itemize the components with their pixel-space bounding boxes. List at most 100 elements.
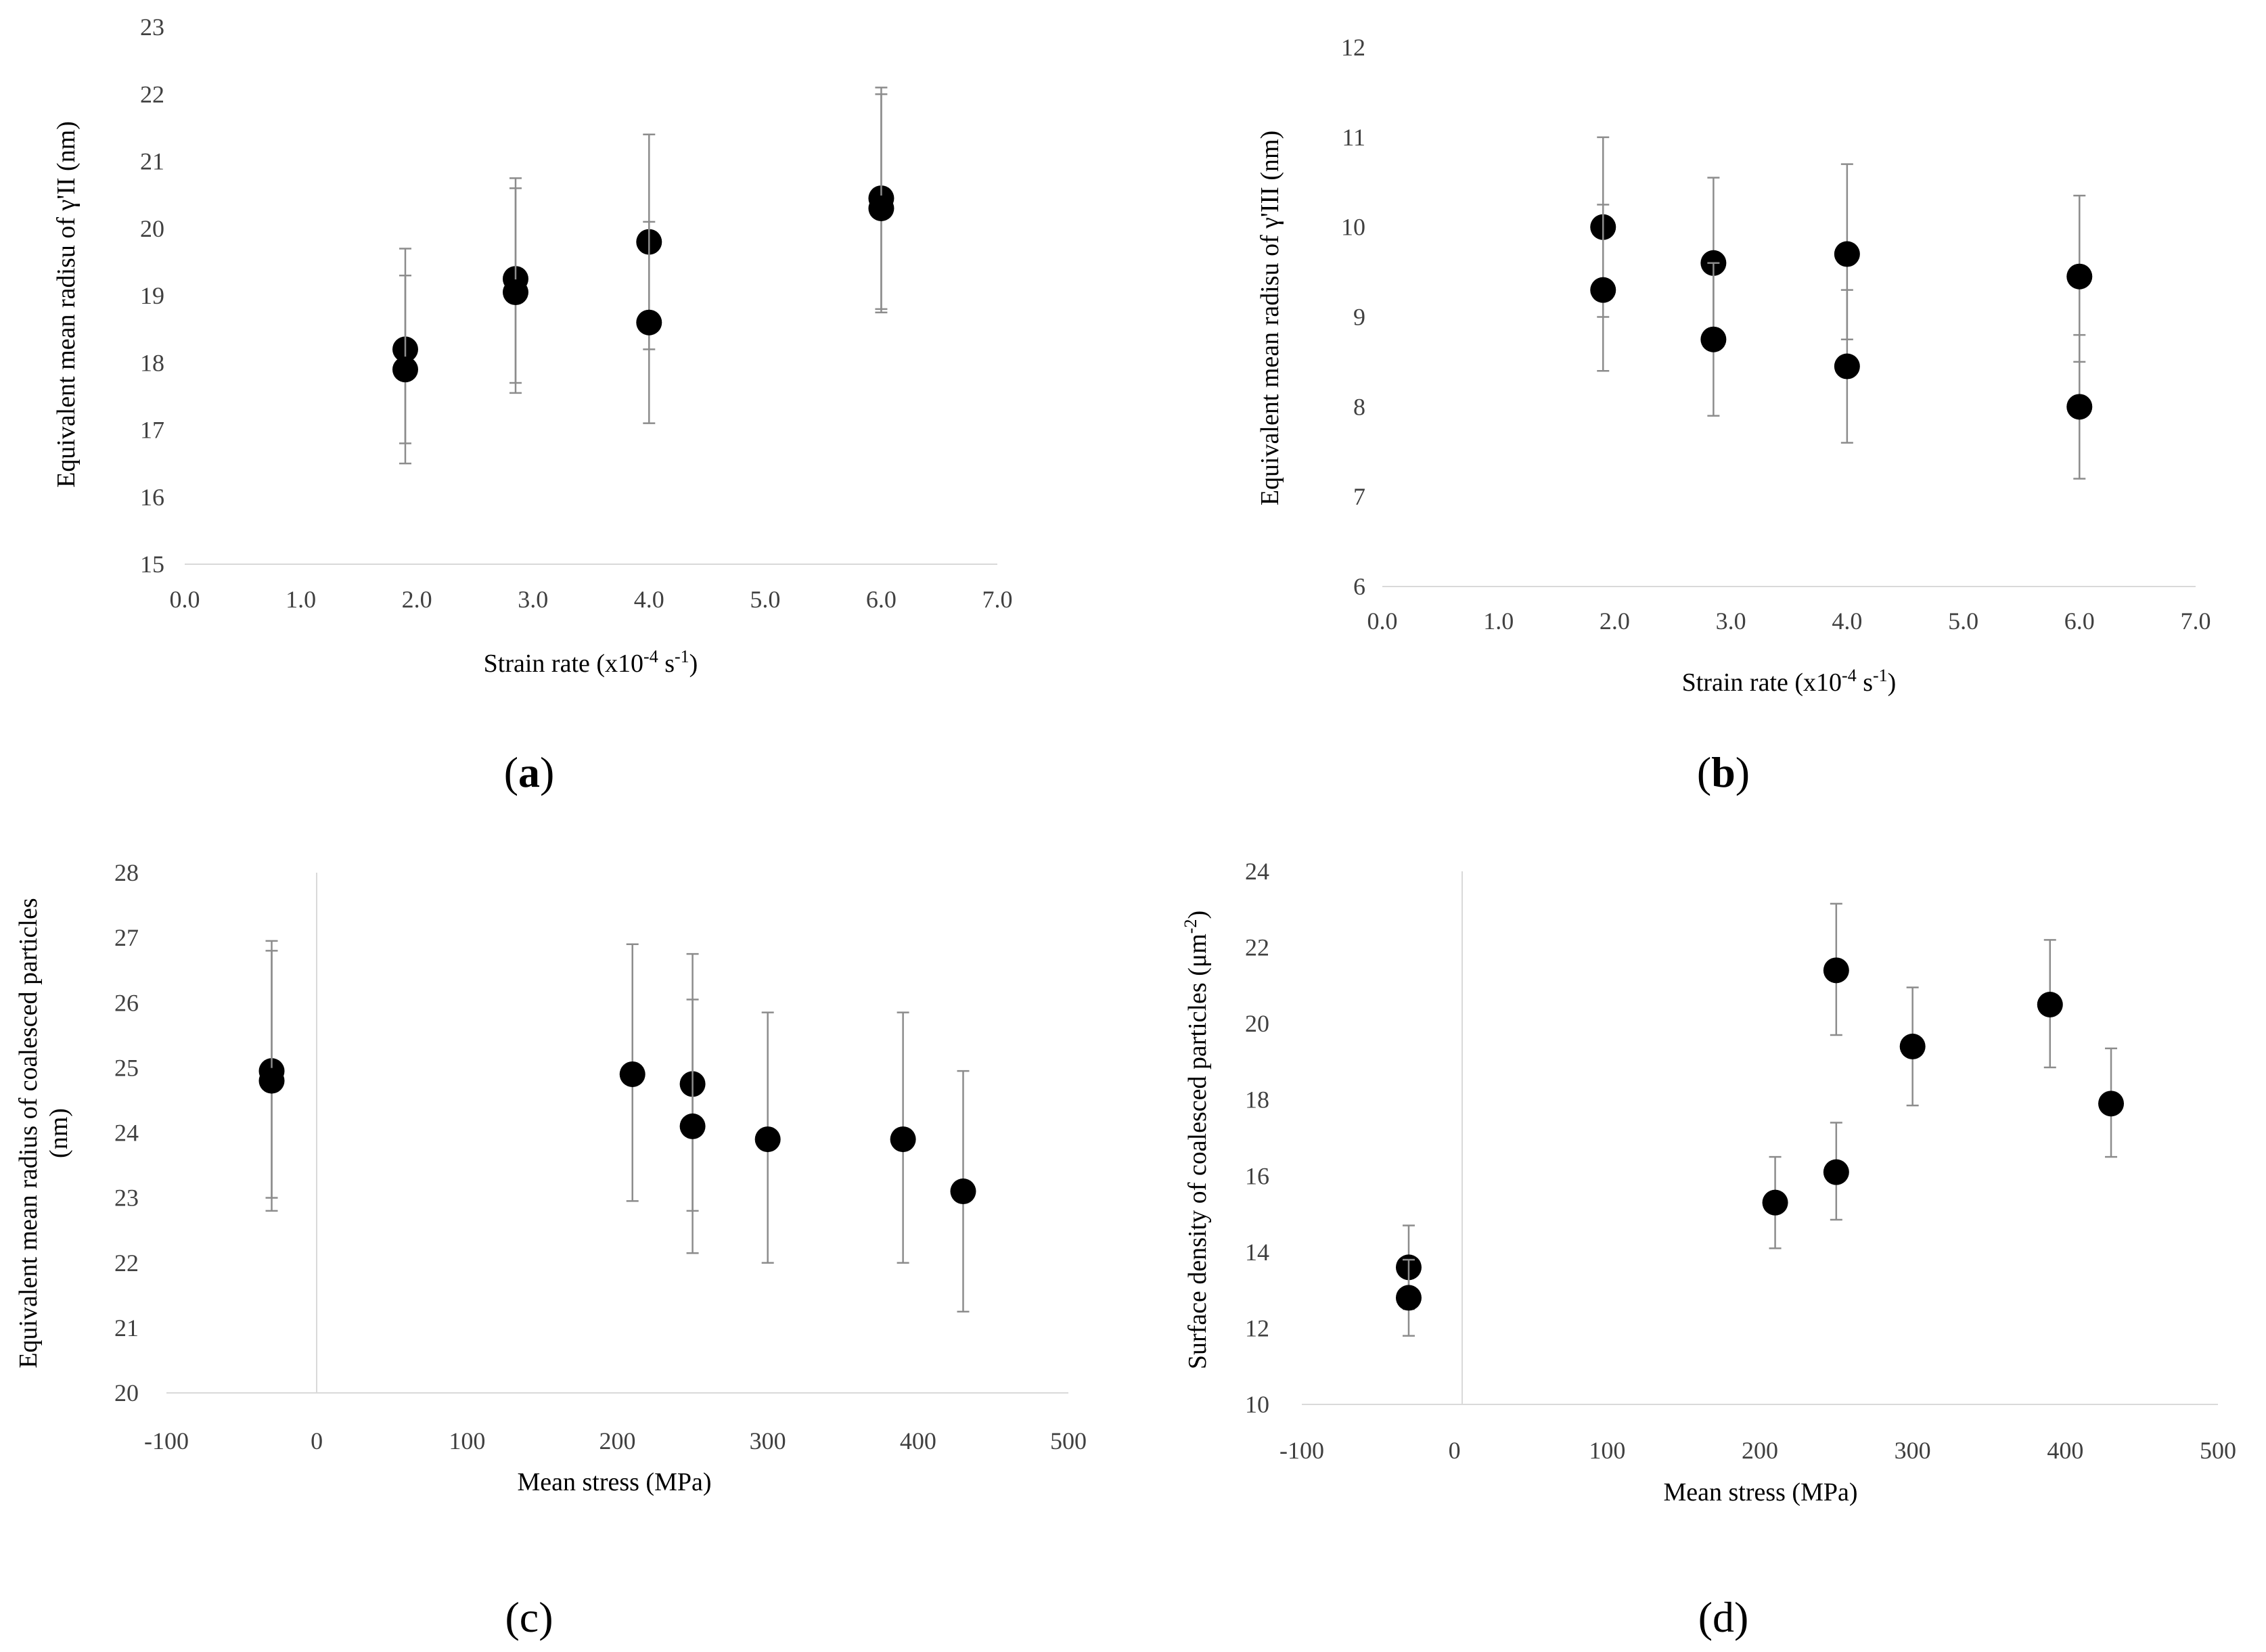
y-tick-labels: 15 16 17 18 19 20 21 22 23: [140, 14, 164, 578]
x-tick-label: 5.0: [750, 586, 780, 613]
x-tick-label: 400: [900, 1427, 936, 1454]
y-tick-label: 24: [1245, 858, 1269, 885]
y-tick-label: 9: [1353, 304, 1365, 331]
data-point: [868, 195, 894, 221]
x-tick-label: 1.0: [1483, 607, 1514, 635]
data-point: [1899, 1033, 1926, 1059]
data-point: [1762, 1189, 1788, 1216]
x-tick-label: 3.0: [1716, 607, 1746, 635]
y-tick-label: 24: [114, 1120, 139, 1147]
y-tick-label: 26: [114, 989, 139, 1016]
x-tick-label: 5.0: [1948, 607, 1978, 635]
y-tick-label: 22: [114, 1249, 139, 1277]
y-tick-label: 20: [1245, 1010, 1269, 1037]
y-tick-label: 12: [1341, 34, 1365, 61]
data-point: [1823, 957, 1849, 984]
y-tick-label: 19: [140, 282, 164, 309]
y-tick-label: 22: [1245, 934, 1269, 961]
x-tick-label: 300: [1895, 1437, 1931, 1464]
y-tick-label: 17: [140, 417, 164, 444]
y-axis-label-line-2: (nm): [45, 1108, 73, 1158]
x-tick-label: 500: [1050, 1427, 1087, 1454]
x-tick-label: 6.0: [866, 586, 897, 613]
chart-b: 0.0 1.0 2.0 3.0 4.0 5.0 6.0 7.0 6 7 8 9 10 11 12 Stra…: [1256, 34, 2211, 796]
y-tick-labels: 6 7 8 9 10 11 12: [1341, 34, 1365, 600]
x-tick-label: 400: [2047, 1437, 2083, 1464]
x-tick-label: 6.0: [2064, 607, 2095, 635]
panel-label-d: (d): [1698, 1593, 1749, 1641]
x-tick-label: 0.0: [170, 586, 200, 613]
y-tick-label: 7: [1353, 483, 1365, 510]
data-point: [392, 357, 418, 383]
data-point: [1834, 353, 1860, 380]
data-points: [392, 87, 894, 465]
y-tick-label: 23: [114, 1185, 139, 1212]
x-tick-label: -100: [144, 1427, 189, 1454]
x-tick-label: 4.0: [1832, 607, 1862, 635]
data-point: [502, 279, 528, 306]
data-point: [679, 1113, 706, 1139]
data-point: [890, 1126, 916, 1153]
y-tick-label: 21: [114, 1314, 139, 1341]
x-tick-label: 200: [1742, 1437, 1778, 1464]
data-point: [950, 1178, 976, 1205]
x-axis-label: Mean stress (MPa): [517, 1468, 711, 1496]
x-tick-label: 1.0: [286, 586, 316, 613]
x-tick-labels: -100 0 100 200 300 400 500: [144, 1427, 1087, 1454]
x-tick-labels: 0.0 1.0 2.0 3.0 4.0 5.0 6.0 7.0: [170, 586, 1013, 613]
y-tick-label: 18: [1245, 1086, 1269, 1114]
y-tick-label: 21: [140, 148, 164, 175]
y-axis-label: Equivalent mean radisu of γ'III (nm): [1256, 131, 1284, 505]
y-axis-label: Surface density of coalesced particles (…: [1181, 911, 1212, 1369]
y-axis-label: Equivalent mean radius of coalesced part…: [14, 898, 73, 1368]
y-tick-label: 27: [114, 924, 139, 951]
data-points: [1395, 902, 2125, 1337]
data-point: [1700, 326, 1727, 352]
y-tick-label: 10: [1245, 1391, 1269, 1418]
y-tick-label: 22: [140, 81, 164, 108]
panel-label-c: (c): [505, 1593, 553, 1641]
y-tick-label: 20: [114, 1379, 139, 1406]
chart-a: 0.0 1.0 2.0 3.0 4.0 5.0 6.0 7.0 15 16 17 18 19 20 21 2…: [52, 14, 1013, 796]
data-points: [258, 940, 976, 1313]
x-tick-label: 7.0: [2181, 607, 2211, 635]
panel-label-b: (b): [1697, 748, 1750, 796]
chart-d: -100 0 100 200 300 400 500 10 12 14 16 18 20 22 24 Me…: [1181, 858, 2236, 1641]
data-point: [2066, 394, 2093, 420]
y-tick-labels: 10 12 14 16 18 20 22 24: [1245, 858, 1269, 1418]
x-axis-label: Strain rate (x10-4 s-1): [484, 647, 698, 678]
x-tick-label: 2.0: [1600, 607, 1630, 635]
x-axis-label: Mean stress (MPa): [1663, 1478, 1857, 1507]
panel-label-a: (a): [504, 748, 555, 796]
chart-c: -100 0 100 200 300 400 500 202122232425262728 …: [14, 859, 1087, 1641]
y-tick-label: 16: [140, 484, 164, 511]
x-tick-label: 2.0: [402, 586, 432, 613]
data-point: [636, 309, 662, 336]
data-point: [258, 1068, 285, 1094]
x-tick-labels: -100 0 100 200 300 400 500: [1279, 1437, 2236, 1464]
y-tick-label: 23: [140, 14, 164, 41]
data-point: [1395, 1285, 1422, 1311]
y-tick-label: 15: [140, 551, 164, 578]
x-tick-label: 100: [449, 1427, 485, 1454]
x-tick-label: 7.0: [982, 586, 1013, 613]
y-tick-label: 28: [114, 859, 139, 886]
data-point: [1823, 1159, 1849, 1185]
x-tick-label: 0: [311, 1427, 323, 1454]
x-tick-label: -100: [1279, 1437, 1324, 1464]
data-point: [619, 1061, 645, 1087]
data-point: [1834, 241, 1860, 267]
y-tick-label: 11: [1342, 124, 1365, 151]
data-points: [1590, 136, 2093, 480]
data-point: [2066, 263, 2093, 290]
x-tick-label: 300: [750, 1427, 786, 1454]
y-axis-label-line-1: Equivalent mean radius of coalesced part…: [14, 898, 43, 1368]
y-tick-label: 8: [1353, 393, 1365, 420]
x-tick-label: 100: [1589, 1437, 1625, 1464]
data-point: [754, 1126, 781, 1153]
y-tick-label: 25: [114, 1054, 139, 1081]
x-tick-label: 0.0: [1367, 607, 1398, 635]
y-tick-label: 20: [140, 215, 164, 242]
x-tick-labels: 0.0 1.0 2.0 3.0 4.0 5.0 6.0 7.0: [1367, 607, 2211, 635]
